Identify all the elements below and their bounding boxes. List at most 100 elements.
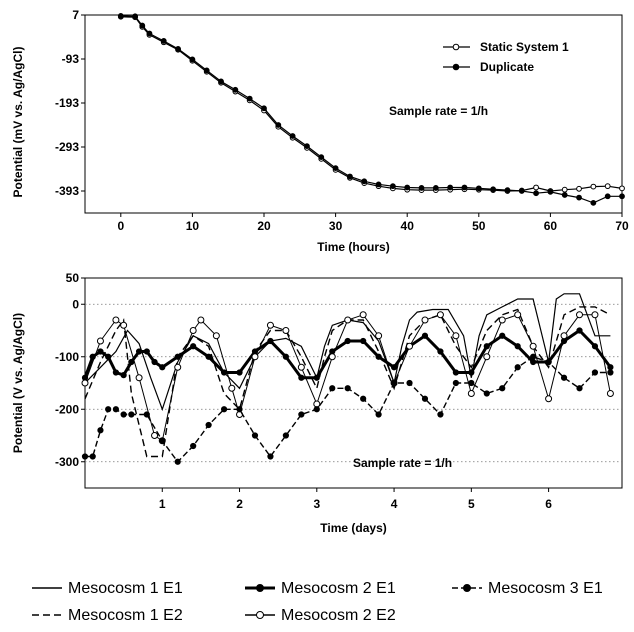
data-point <box>390 379 398 387</box>
data-point <box>236 369 243 376</box>
data-point <box>132 13 139 20</box>
data-point <box>344 385 351 392</box>
x-tick-label: 4 <box>391 497 398 511</box>
data-point <box>174 458 181 465</box>
data-point <box>375 353 382 360</box>
data-point <box>251 432 259 439</box>
data-point <box>97 348 104 355</box>
x-tick-label: 50 <box>472 219 486 233</box>
x-tick-label: 70 <box>615 219 629 233</box>
y-axis-label: Potential (V vs. Ag/AgCl) <box>11 313 25 453</box>
data-point <box>251 353 259 361</box>
data-point <box>289 133 296 139</box>
series-line <box>84 314 611 442</box>
data-point <box>189 56 196 63</box>
data-point <box>375 332 383 340</box>
data-point <box>499 332 506 339</box>
data-point <box>313 406 320 413</box>
data-point <box>483 353 491 361</box>
data-point <box>421 395 429 402</box>
x-tick-label: 2 <box>236 497 243 511</box>
data-point <box>266 321 274 329</box>
data-point <box>590 199 597 206</box>
data-point <box>468 369 475 376</box>
data-point <box>390 364 398 371</box>
data-point <box>332 165 339 172</box>
data-point <box>561 186 568 193</box>
data-point <box>560 332 568 340</box>
data-point <box>128 358 135 366</box>
legend-swatch-marker <box>452 63 460 71</box>
data-point <box>205 353 212 360</box>
x-tick-label: 0 <box>117 219 124 233</box>
data-point <box>112 406 120 413</box>
data-point <box>607 364 614 371</box>
y-axis-label: Potential (mV vs. Ag/AgCl) <box>11 47 25 198</box>
data-point <box>120 411 127 418</box>
data-point <box>344 337 351 345</box>
data-point <box>159 364 166 371</box>
data-point <box>418 185 425 191</box>
x-axis-label: Time (days) <box>320 521 386 535</box>
data-point <box>475 185 482 192</box>
legend-entry: Static System 1 <box>480 40 569 54</box>
data-point <box>212 332 220 340</box>
legend-swatch-marker <box>463 584 471 592</box>
y-tick-label: -93 <box>62 52 80 66</box>
data-point <box>97 427 104 434</box>
data-point <box>105 406 112 413</box>
data-point <box>533 190 539 197</box>
data-point <box>313 374 320 381</box>
data-point <box>504 187 511 194</box>
y-tick-label: -200 <box>55 402 79 416</box>
data-point <box>604 193 611 200</box>
data-point <box>461 184 468 191</box>
data-point <box>547 188 554 195</box>
data-point <box>447 184 454 191</box>
data-point <box>545 358 552 366</box>
data-point <box>246 95 253 102</box>
data-point <box>576 194 582 201</box>
data-point <box>499 385 506 392</box>
data-point <box>228 384 236 392</box>
data-point <box>533 184 539 191</box>
data-point <box>128 411 135 418</box>
chart-top: 0 10 20 30 40 50 60 70 7 -93 -193 -293 -393 Time (hou… <box>11 8 629 254</box>
data-point <box>452 379 459 387</box>
data-point <box>344 316 352 324</box>
data-point <box>304 143 310 150</box>
y-tick-label: -393 <box>55 184 79 198</box>
data-point <box>530 358 537 366</box>
data-point <box>375 411 382 418</box>
data-point <box>220 406 228 413</box>
x-tick-label: 40 <box>401 219 415 233</box>
chart-bottom: 1 2 3 4 5 6 50 0 -100 -200 -300 Time (days) Potentia… <box>11 271 623 535</box>
data-point <box>490 186 497 193</box>
data-point <box>267 337 274 345</box>
annotation: Sample rate = 1/h <box>353 456 452 470</box>
x-tick-label: 1 <box>159 497 166 511</box>
data-point <box>545 395 553 403</box>
series-line <box>84 293 611 412</box>
data-point <box>360 395 367 402</box>
data-point <box>120 321 128 329</box>
data-point <box>143 411 150 418</box>
data-point <box>604 183 611 190</box>
data-point <box>151 432 159 439</box>
data-point <box>236 406 243 413</box>
data-point <box>467 390 475 397</box>
data-point <box>576 185 582 192</box>
series-line <box>85 356 611 463</box>
data-point <box>81 379 89 387</box>
legend-entry: Mesocosm 1 E1 <box>68 580 183 597</box>
data-point <box>143 348 150 355</box>
legend-swatch-marker <box>452 43 460 51</box>
data-point <box>159 437 166 444</box>
x-axis-label: Time (hours) <box>317 240 389 254</box>
data-point <box>218 78 224 85</box>
data-point <box>297 363 305 371</box>
data-point <box>282 327 290 334</box>
data-point <box>197 316 205 324</box>
plot-frame <box>84 14 623 214</box>
